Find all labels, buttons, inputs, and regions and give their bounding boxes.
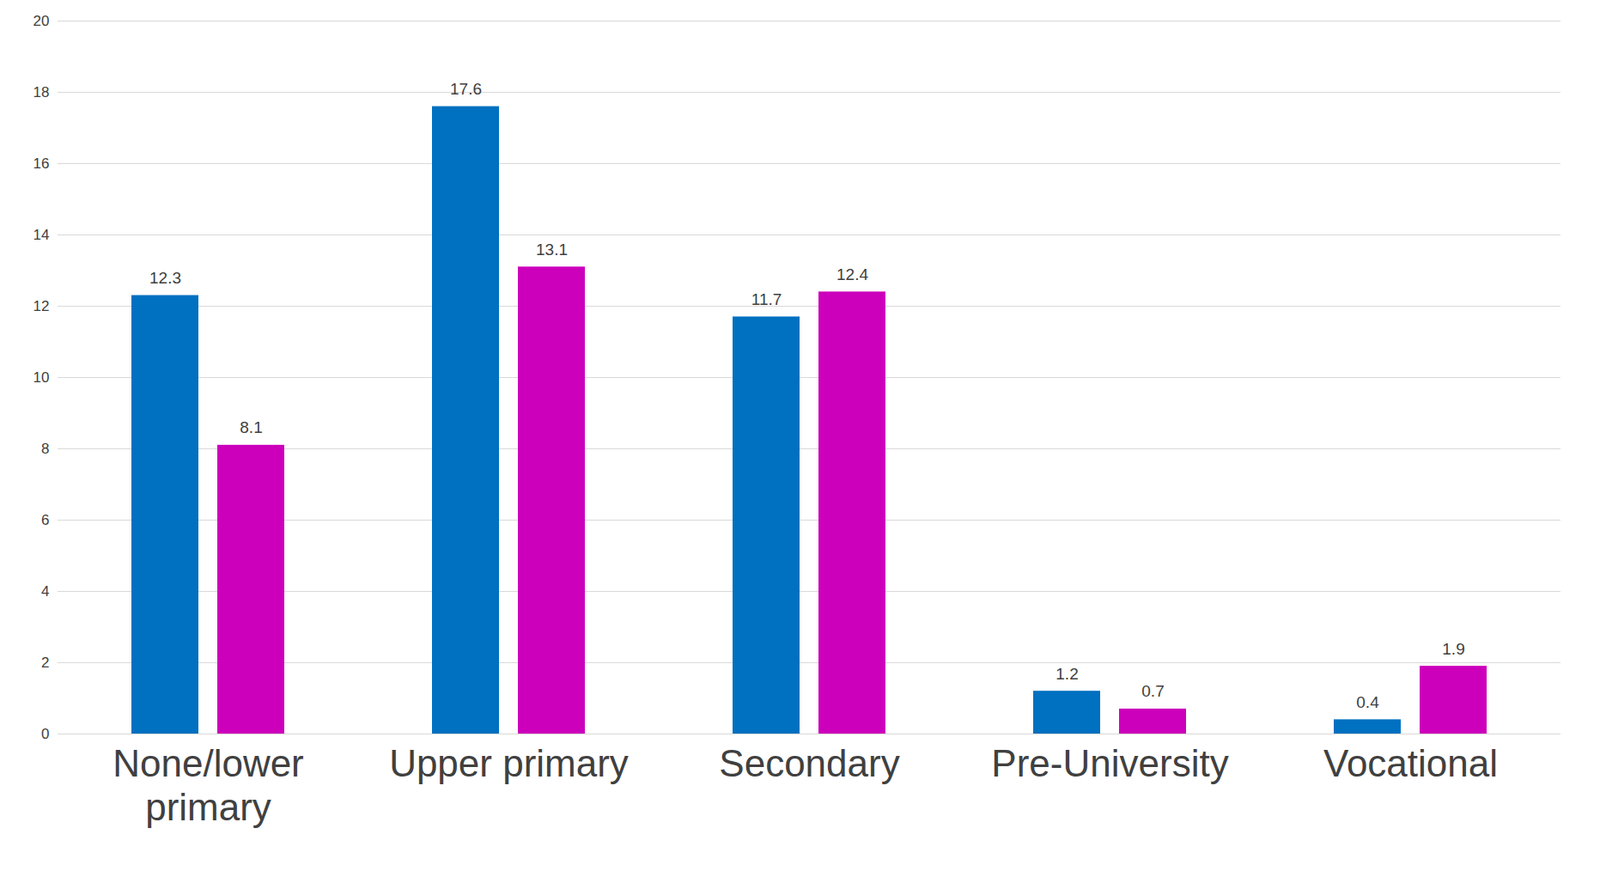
svg-text:1.9: 1.9 <box>1441 639 1465 658</box>
svg-text:0: 0 <box>41 725 49 743</box>
svg-text:8: 8 <box>41 440 49 457</box>
svg-text:12.3: 12.3 <box>149 268 182 287</box>
svg-text:0.4: 0.4 <box>1356 693 1380 712</box>
svg-text:17.6: 17.6 <box>450 79 482 98</box>
svg-text:12: 12 <box>33 298 50 315</box>
svg-text:6: 6 <box>41 511 49 529</box>
svg-text:0.7: 0.7 <box>1141 681 1164 700</box>
svg-text:8.1: 8.1 <box>239 418 262 437</box>
svg-text:20: 20 <box>33 12 50 30</box>
svg-text:12.4: 12.4 <box>836 265 869 284</box>
svg-text:Upper primary: Upper primary <box>389 742 629 785</box>
svg-text:Secondary: Secondary <box>718 742 900 785</box>
svg-text:Vocational: Vocational <box>1323 742 1498 785</box>
svg-text:10: 10 <box>33 369 50 386</box>
svg-text:14: 14 <box>33 226 50 244</box>
svg-text:11.7: 11.7 <box>751 290 783 309</box>
svg-text:2: 2 <box>41 654 49 671</box>
svg-text:Pre-University: Pre-University <box>991 742 1229 785</box>
svg-text:4: 4 <box>41 583 49 600</box>
svg-text:13.1: 13.1 <box>535 240 568 259</box>
svg-text:None/lowerprimary: None/lowerprimary <box>112 742 305 828</box>
svg-text:16: 16 <box>33 155 50 172</box>
svg-text:1.2: 1.2 <box>1055 664 1078 683</box>
svg-text:18: 18 <box>33 84 50 101</box>
